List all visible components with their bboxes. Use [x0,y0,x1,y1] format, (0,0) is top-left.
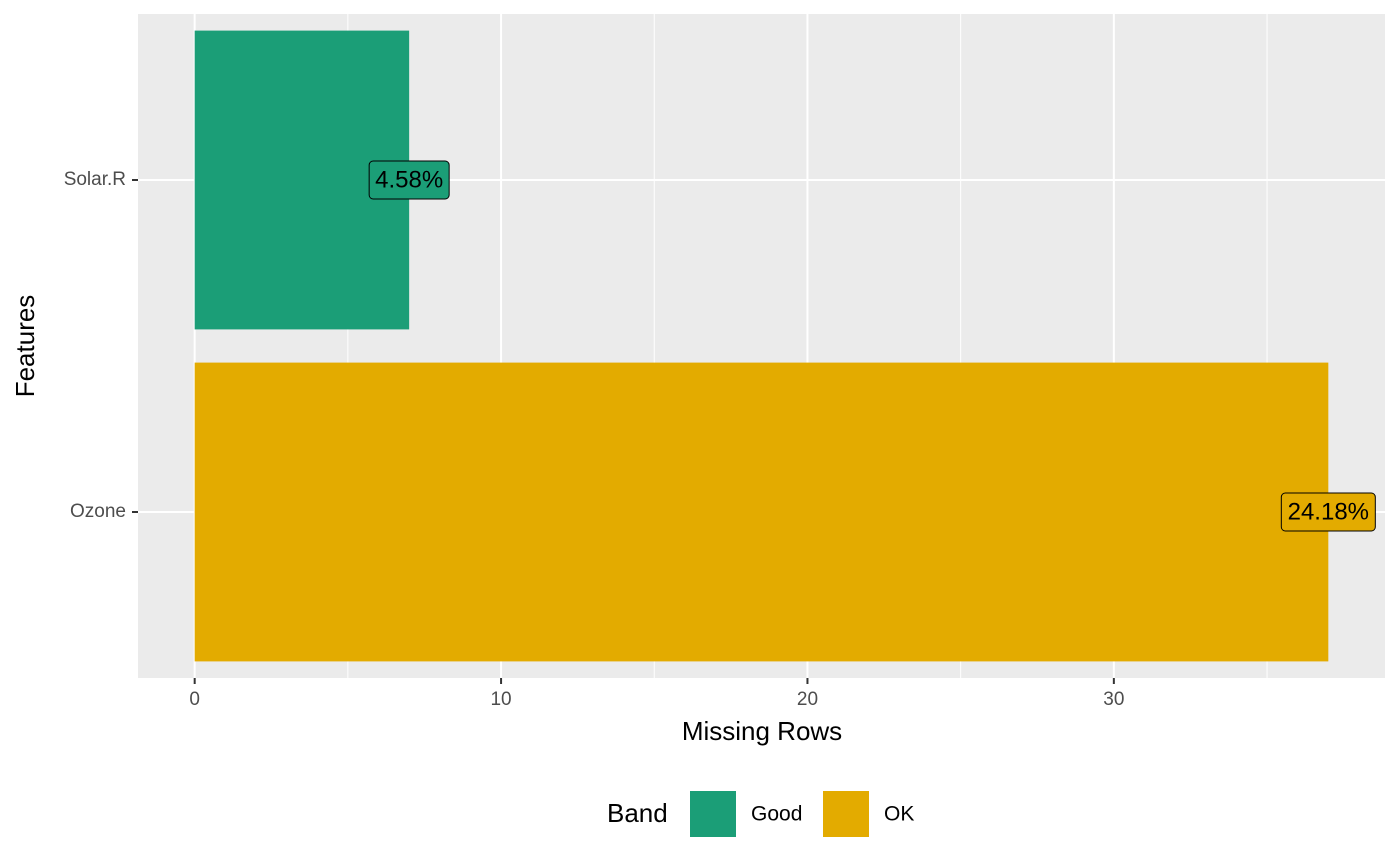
value-label: 4.58% [375,166,443,193]
value-label-box [1280,492,1376,532]
legend-label: Good [751,803,802,826]
y-tick-label: Ozone [70,501,126,522]
legend-label: OK [884,803,914,826]
x-tick-label: 10 [490,689,511,710]
legend-swatch [690,791,736,837]
x-axis-title: Missing Rows [682,716,842,746]
y-axis-title: Features [10,295,40,398]
x-tick-label: 20 [797,689,818,710]
y-tick-label: Solar.R [64,169,126,190]
legend-swatch [823,791,869,837]
value-label: 24.18% [1288,498,1369,525]
bar [194,362,1329,662]
x-tick-label: 0 [189,689,200,710]
x-tick-label: 30 [1103,689,1124,710]
legend-title: Band [607,798,668,828]
value-label-box [368,160,450,200]
